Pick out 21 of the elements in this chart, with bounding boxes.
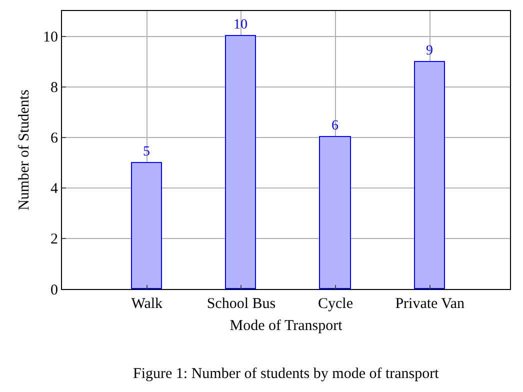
x-tick-label: School Bus <box>206 296 276 312</box>
bar <box>414 61 445 289</box>
y-axis-title: Number of Students <box>16 89 32 210</box>
bar <box>131 162 162 289</box>
y-tick-label: 8 <box>50 80 58 96</box>
x-tick-label: Private Van <box>395 296 465 312</box>
bar <box>319 136 351 289</box>
x-tick-label: Walk <box>131 296 164 312</box>
y-tick-label: 0 <box>50 282 58 298</box>
data-label: 9 <box>426 44 433 58</box>
y-tick-label: 2 <box>50 232 58 248</box>
y-tick-label: 6 <box>50 130 58 147</box>
x-axis-title: Mode of Transport <box>230 318 344 334</box>
data-label: 6 <box>332 118 338 134</box>
caption: Figure 1: Number of students by mode of transport <box>133 366 440 382</box>
bar <box>225 35 256 289</box>
data-label: 5 <box>143 144 150 160</box>
x-tick-label: Cycle <box>318 296 354 312</box>
data-label: 10 <box>234 18 248 32</box>
y-tick-label: 10 <box>43 30 58 46</box>
y-tick-label: 4 <box>50 181 58 198</box>
